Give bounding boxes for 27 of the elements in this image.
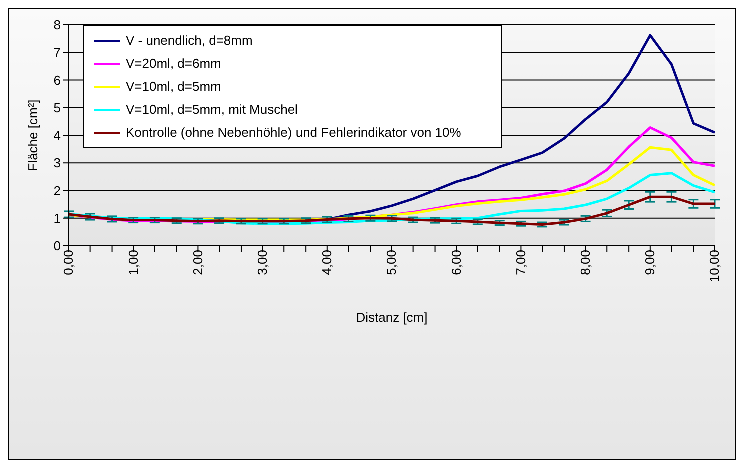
y-tick-label: 1 — [54, 210, 61, 226]
y-tick-label: 8 — [54, 18, 61, 33]
x-tick-label: 0,00 — [61, 250, 76, 276]
y-tick-label: 2 — [54, 183, 61, 198]
x-tick-label: 5,00 — [384, 250, 400, 276]
legend-label: V - unendlich, d=8mm — [126, 32, 253, 50]
legend-label: V=10ml, d=5mm, mit Muschel — [126, 101, 298, 119]
y-axis-title: Fläche [cm²] — [26, 100, 41, 172]
x-tick-label: 6,00 — [448, 250, 464, 276]
y-tick-label: 0 — [54, 238, 61, 254]
y-tick-label: 7 — [54, 45, 61, 60]
x-tick-label: 7,00 — [513, 250, 528, 276]
x-tick-label: 2,00 — [190, 250, 206, 276]
x-axis-title: Distanz [cm] — [356, 310, 428, 325]
legend-label: V=10ml, d=5mm — [126, 78, 222, 96]
legend-label: Kontrolle (ohne Nebenhöhle) und Fehlerindikator von 10% — [126, 124, 462, 142]
y-tick-label: 5 — [54, 100, 61, 116]
x-tick-label: 9,00 — [642, 250, 658, 276]
x-tick-label: 4,00 — [320, 250, 335, 276]
x-tick-label: 1,00 — [126, 250, 141, 276]
legend-label: V=20ml, d=6mm — [126, 55, 222, 73]
x-tick-label: 3,00 — [255, 250, 270, 276]
y-tick-label: 3 — [54, 156, 61, 171]
y-tick-label: 6 — [54, 72, 61, 88]
x-tick-label: 8,00 — [578, 250, 594, 276]
y-tick-label: 4 — [54, 128, 61, 144]
x-tick-label: 10,00 — [707, 250, 722, 283]
